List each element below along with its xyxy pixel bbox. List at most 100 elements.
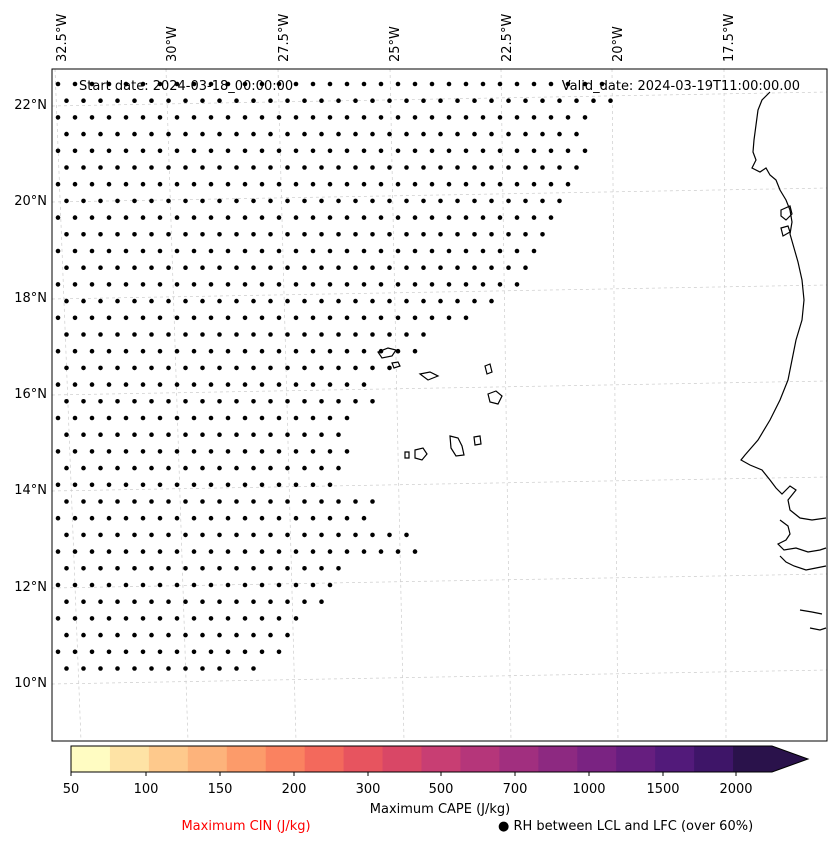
- colorbar-segment: [616, 746, 656, 772]
- rh-dot: [140, 415, 146, 421]
- rh-dot: [123, 81, 129, 87]
- rh-dot: [268, 165, 273, 170]
- rh-dot: [463, 115, 469, 120]
- rh-dot: [378, 549, 384, 554]
- rh-dot: [115, 198, 120, 204]
- rh-dot: [387, 532, 392, 538]
- rh-dot: [132, 432, 137, 438]
- rh-dot: [166, 98, 171, 103]
- rh-dot: [98, 298, 103, 304]
- colorbar-segment: [577, 746, 617, 772]
- rh-dot: [446, 148, 452, 154]
- rh-dot: [64, 265, 69, 271]
- rh-dot: [149, 365, 154, 371]
- rh-dot: [225, 81, 231, 87]
- rh-dot: [574, 165, 579, 170]
- rh-dot: [115, 566, 120, 571]
- rh-dot: [285, 599, 290, 604]
- rh-dot: [387, 265, 392, 271]
- rh-dot: [208, 215, 214, 220]
- rh-dot: [310, 582, 316, 588]
- rh-dot: [140, 115, 146, 120]
- rh-dot: [149, 666, 154, 671]
- rh-dot: [310, 348, 316, 354]
- rh-dot: [234, 165, 239, 170]
- rh-dot: [285, 432, 290, 438]
- rh-dot: [455, 198, 460, 204]
- rh-dot: [259, 549, 265, 554]
- rh-dot: [251, 465, 256, 471]
- rh-dot: [421, 265, 426, 271]
- rh-dot: [234, 298, 239, 304]
- rh-dot: [446, 215, 452, 220]
- rh-dot: [157, 148, 163, 154]
- rh-dot: [404, 265, 409, 271]
- rh-dot: [259, 81, 265, 87]
- rh-dot: [208, 348, 214, 354]
- rh-dot: [174, 81, 180, 87]
- rh-dot: [268, 399, 273, 404]
- canary-islands: [780, 205, 793, 237]
- rh-dot: [106, 248, 112, 254]
- rh-dot: [132, 666, 137, 671]
- rh-dot: [174, 348, 180, 354]
- rh-dot: [293, 81, 299, 87]
- rh-dot: [132, 465, 137, 471]
- rh-dot: [285, 265, 290, 271]
- rh-dot: [429, 115, 435, 120]
- rh-dot: [259, 282, 265, 287]
- rh-dot: [157, 549, 163, 554]
- rh-dot: [310, 282, 316, 287]
- rh-dot: [72, 482, 78, 488]
- rh-dot: [208, 582, 214, 588]
- rh-dot: [310, 449, 316, 454]
- rh-dot: [191, 616, 197, 621]
- rh-dot: [89, 181, 95, 187]
- rh-dot: [81, 532, 86, 538]
- rh-dot: [140, 148, 146, 154]
- rh-dot: [336, 165, 341, 170]
- rh-dot: [446, 115, 452, 120]
- rh-dot: [89, 382, 95, 387]
- rh-dot: [98, 365, 103, 371]
- rh-dot: [514, 81, 520, 87]
- rh-dot: [140, 248, 146, 254]
- rh-dot: [412, 282, 418, 287]
- rh-dot: [259, 315, 265, 321]
- rh-dot: [361, 181, 367, 187]
- rh-dot: [166, 399, 171, 404]
- rh-dot: [132, 599, 137, 604]
- rh-dot: [319, 198, 324, 204]
- rh-dot: [251, 198, 256, 204]
- rh-dot: [166, 265, 171, 271]
- rh-dot: [81, 465, 86, 471]
- rh-dot: [183, 566, 188, 571]
- rh-dot: [234, 532, 239, 538]
- rh-dot: [174, 649, 180, 655]
- rh-dot: [276, 382, 282, 387]
- rh-dot: [106, 348, 112, 354]
- rh-dot: [540, 165, 545, 170]
- rh-dot: [72, 649, 78, 655]
- rh-dot: [157, 115, 163, 120]
- rh-dot: [55, 549, 61, 554]
- rh-dot: [608, 98, 613, 103]
- rh-dot: [446, 248, 452, 254]
- rh-dot: [276, 181, 282, 187]
- rh-dot: [548, 81, 554, 87]
- rh-dot: [157, 315, 163, 321]
- rh-dot: [302, 365, 307, 371]
- rh-dot: [115, 98, 120, 103]
- rh-dot: [106, 282, 112, 287]
- rh-dot: [242, 649, 248, 655]
- rh-dot: [463, 148, 469, 154]
- rh-dot: [191, 181, 197, 187]
- rh-dot: [208, 649, 214, 655]
- rh-dot: [344, 81, 350, 87]
- rh-dot: [489, 232, 494, 237]
- rh-dot: [225, 348, 231, 354]
- colorbar-segment: [343, 746, 384, 772]
- rh-dot: [166, 599, 171, 604]
- rh-dot: [446, 282, 452, 287]
- meridian-gridline: [611, 68, 619, 742]
